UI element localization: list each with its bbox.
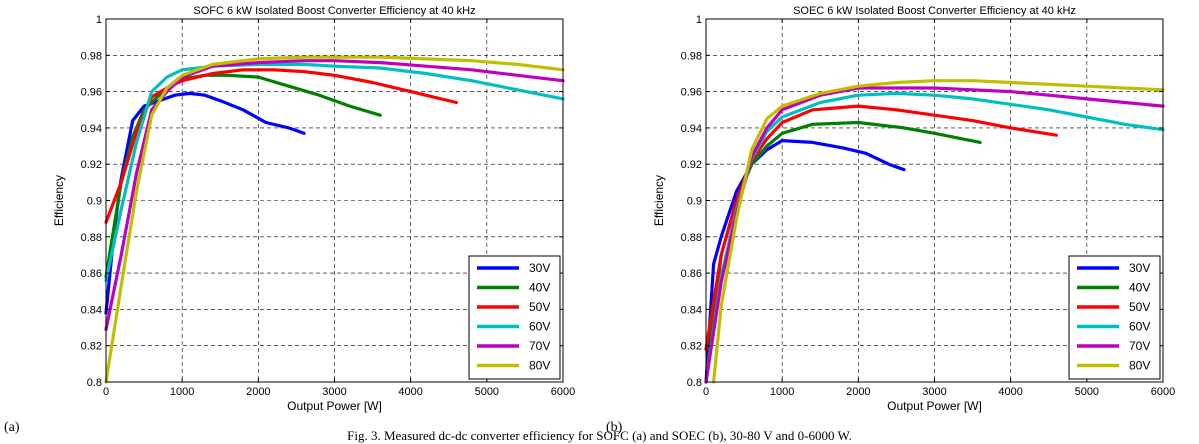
chart-a-ytick-label: 0.92 — [81, 159, 102, 171]
chart-b-ytick-label: 0.96 — [681, 87, 702, 99]
chart-a-ylabel: Efficiency — [52, 175, 66, 226]
chart-a-xtick-label: 0 — [103, 386, 109, 398]
chart-a-series-60V — [104, 62, 565, 282]
chart-a-ytick-label: 0.86 — [81, 268, 102, 280]
chart-b-series-50V — [704, 104, 1058, 351]
chart-b-ytick-label: 0.88 — [681, 232, 702, 244]
chart-b-xtick-label: 1000 — [770, 386, 794, 398]
chart-a-legend-label-50V: 50V — [529, 300, 550, 314]
chart-a-legend-box — [468, 255, 561, 380]
chart-a-xtick-label: 1000 — [170, 386, 194, 398]
chart-b-ytick-label: 0.82 — [681, 341, 702, 353]
chart-b-ytick-label: 0.84 — [681, 304, 702, 316]
chart-b-title: SOEC 6 kW Isolated Boost Converter Effic… — [793, 5, 1076, 17]
chart-a-xtick-label: 5000 — [475, 386, 499, 398]
chart-b-ytick-label: 1 — [696, 14, 702, 26]
chart-a-ytick-label: 0.96 — [81, 87, 102, 99]
chart-b-xtick-label: 2000 — [846, 386, 870, 398]
chart-a-ytick-label: 1 — [96, 14, 102, 26]
chart-b-legend-label-30V: 30V — [1129, 261, 1150, 275]
chart-b-ytick-label: 0.98 — [681, 50, 702, 62]
chart-a-title: SOFC 6 kW Isolated Boost Converter Effic… — [193, 5, 475, 17]
chart-b-legend-label-40V: 40V — [1129, 281, 1150, 295]
chart-b-ytick-label: 0.86 — [681, 268, 702, 280]
chart-a-legend-label-70V: 70V — [529, 339, 550, 353]
chart-a-legend-label-60V: 60V — [529, 320, 550, 334]
chart-b-series-80V — [711, 79, 1165, 384]
chart-b-legend-label-80V: 80V — [1129, 359, 1150, 373]
chart-a-ytick-label: 0.8 — [87, 377, 102, 389]
chart-b-ylabel: Efficiency — [652, 175, 666, 226]
chart-b-xtick-label: 5000 — [1075, 386, 1099, 398]
sofc-efficiency-chart: SOFC 6 kW Isolated Boost Converter Effic… — [52, 5, 575, 413]
chart-a-xtick-label: 2000 — [246, 386, 270, 398]
chart-a-legend-label-40V: 40V — [529, 281, 550, 295]
chart-a-ytick-label: 0.84 — [81, 304, 102, 316]
chart-a-ytick-label: 0.94 — [81, 123, 102, 135]
chart-b-xtick-label: 0 — [703, 386, 709, 398]
chart-a-xtick-label: 4000 — [398, 386, 422, 398]
chart-b-legend: 30V 40V 50V 60V 70V 80V — [1068, 255, 1161, 380]
chart-b-xtick-label: 3000 — [922, 386, 946, 398]
chart-b-ytick-label: 0.92 — [681, 159, 702, 171]
chart-b-ytick-label: 0.8 — [687, 377, 702, 389]
figure-caption: Fig. 3. Measured dc-dc converter efficie… — [347, 428, 852, 443]
panel-label-a: (a) — [4, 420, 20, 435]
chart-a-xtick-label: 6000 — [551, 386, 575, 398]
chart-b-xlabel: Output Power [W] — [887, 399, 982, 413]
chart-a-xtick-label: 3000 — [322, 386, 346, 398]
chart-a-ytick-label: 0.98 — [81, 50, 102, 62]
soec-efficiency-chart: SOEC 6 kW Isolated Boost Converter Effic… — [652, 5, 1175, 413]
chart-a-series-80V — [104, 55, 565, 384]
chart-b-legend-label-70V: 70V — [1129, 339, 1150, 353]
chart-b-xtick-label: 4000 — [998, 386, 1022, 398]
chart-a-ytick-label: 0.82 — [81, 341, 102, 353]
chart-a-ytick-label: 0.88 — [81, 232, 102, 244]
chart-b-legend-label-60V: 60V — [1129, 320, 1150, 334]
chart-b-ytick-label: 0.94 — [681, 123, 702, 135]
panel-label-b: (b) — [606, 420, 623, 435]
chart-b-ytick-label: 0.9 — [687, 196, 702, 208]
chart-b-legend-label-50V: 50V — [1129, 300, 1150, 314]
chart-b-series-40V — [704, 120, 982, 384]
chart-b-series-30V — [704, 139, 906, 384]
chart-a-series-70V — [104, 59, 565, 331]
chart-a-legend-label-80V: 80V — [529, 359, 550, 373]
chart-a-xlabel: Output Power [W] — [287, 399, 382, 413]
chart-b-xtick-label: 6000 — [1151, 386, 1175, 398]
chart-a-series-50V — [104, 68, 458, 224]
chart-a-legend-label-30V: 30V — [529, 261, 550, 275]
chart-a-legend: 30V 40V 50V 60V 70V 80V — [468, 255, 561, 380]
chart-b-legend-box — [1068, 255, 1161, 380]
chart-a-ytick-label: 0.9 — [87, 196, 102, 208]
